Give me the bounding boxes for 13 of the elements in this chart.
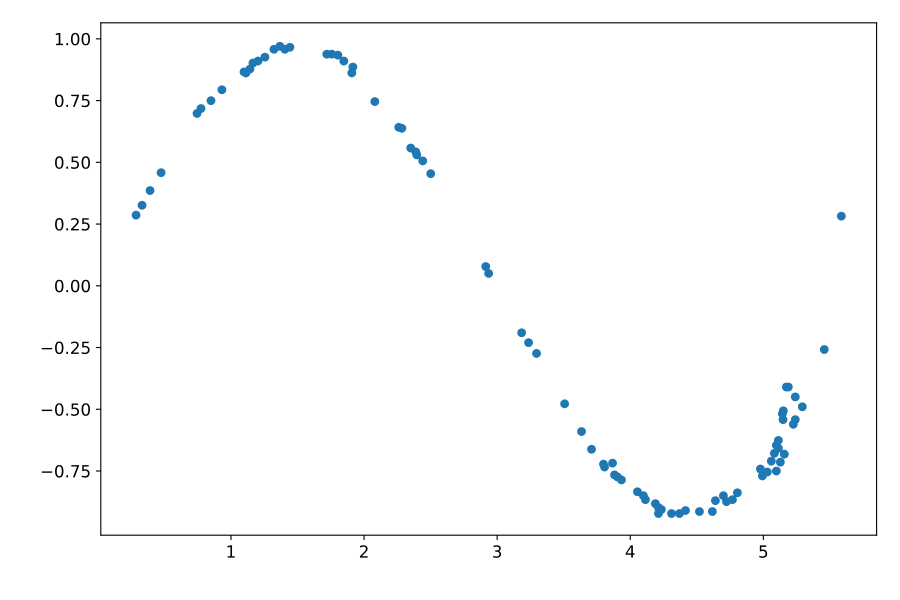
x-tick-label: 2 [360,545,368,558]
y-tick-label: 0.75 [55,94,90,108]
y-tick-label: 0.00 [55,280,90,292]
y-tick-label: 1.00 [56,32,90,46]
y-tick-label: −0.25 [42,341,90,354]
x-tick-label: 1 [227,545,235,558]
y-tick-label: 0.50 [55,156,90,169]
x-tick-label: 3 [493,545,502,558]
y-tick-label: −0.75 [42,464,90,478]
x-tick-label: 4 [626,545,635,558]
x-tick-label: 5 [759,545,768,558]
y-tick-label: −0.50 [42,403,90,416]
y-tick-label: 0.25 [55,218,90,231]
